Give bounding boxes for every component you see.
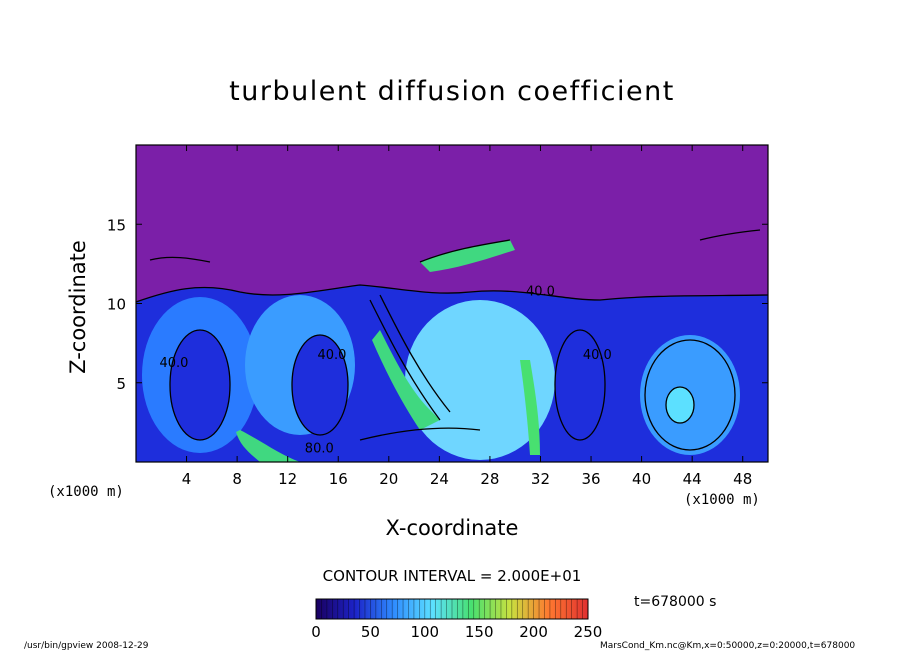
footer-left-text: /usr/bin/gpview 2008-12-29 bbox=[24, 641, 149, 651]
contour-label: 40.0 bbox=[583, 348, 612, 363]
contour-label: 80.0 bbox=[305, 441, 334, 456]
vortex-2-core bbox=[292, 335, 348, 435]
x-tick-label: 36 bbox=[581, 470, 600, 488]
shear-band-2 bbox=[520, 360, 540, 455]
contour-lines bbox=[136, 229, 768, 451]
footer-right-text: MarsCond_Km.nc@Km,x=0:50000,z=0:20000,t=… bbox=[600, 641, 856, 651]
vortex-3 bbox=[405, 300, 555, 460]
vortex-1-core bbox=[170, 330, 230, 440]
colorbar-tick-label: 200 bbox=[519, 623, 548, 641]
x-axis-ticks: 4 8 12 16 20 24 28 32 36 40 44 48 bbox=[182, 145, 752, 488]
x-tick-label: 20 bbox=[379, 470, 398, 488]
heatmap-field bbox=[136, 145, 768, 462]
colorbar-ticks: 0 50 100 150 200 250 bbox=[311, 623, 602, 641]
upper-streak bbox=[420, 240, 515, 272]
shear-band-1 bbox=[372, 330, 440, 430]
contour-label: 40.0 bbox=[159, 356, 188, 371]
x-tick-label: 8 bbox=[232, 470, 242, 488]
x-axis-label: X-coordinate bbox=[385, 516, 519, 540]
colorbar-tick-label: 0 bbox=[311, 623, 321, 641]
x-tick-label: 48 bbox=[733, 470, 752, 488]
colorbar-stripes bbox=[315, 599, 589, 619]
colorbar: 0 50 100 150 200 250 bbox=[311, 598, 602, 641]
x-tick-label: 44 bbox=[683, 470, 702, 488]
y-axis-label: Z-coordinate bbox=[66, 240, 90, 374]
colorbar-tick-label: 150 bbox=[465, 623, 494, 641]
x-tick-label: 28 bbox=[480, 470, 499, 488]
x-tick-label: 12 bbox=[278, 470, 297, 488]
vortex-3-core bbox=[555, 330, 605, 440]
colorbar-tick-label: 250 bbox=[574, 623, 603, 641]
contour-label: 40.0 bbox=[526, 285, 555, 300]
x-tick-label: 24 bbox=[430, 470, 449, 488]
y-tick-label: 10 bbox=[107, 296, 126, 314]
shear-band-3 bbox=[236, 430, 300, 462]
y-tick-label: 5 bbox=[116, 375, 126, 393]
contour-label: 40.0 bbox=[317, 348, 346, 363]
x-tick-label: 4 bbox=[182, 470, 192, 488]
x-unit-label-right: (x1000 m) bbox=[684, 492, 760, 508]
y-tick-label: 15 bbox=[107, 216, 126, 234]
contour-interval-text: CONTOUR INTERVAL = 2.000E+01 bbox=[322, 567, 582, 585]
vortex-4-core bbox=[666, 387, 694, 423]
x-tick-label: 40 bbox=[632, 470, 651, 488]
y-axis-ticks: 5 10 15 bbox=[107, 216, 768, 393]
x-tick-label: 16 bbox=[329, 470, 348, 488]
chart-title: turbulent diffusion coefficient bbox=[229, 76, 675, 107]
time-label: t=678000 s bbox=[634, 594, 717, 610]
x-unit-label-left: (x1000 m) bbox=[48, 484, 124, 500]
colorbar-tick-label: 100 bbox=[410, 623, 439, 641]
colorbar-tick-label: 50 bbox=[361, 623, 380, 641]
x-tick-label: 32 bbox=[531, 470, 550, 488]
contour-labels: 40.0 40.0 40.0 80.0 40.0 bbox=[159, 285, 611, 457]
